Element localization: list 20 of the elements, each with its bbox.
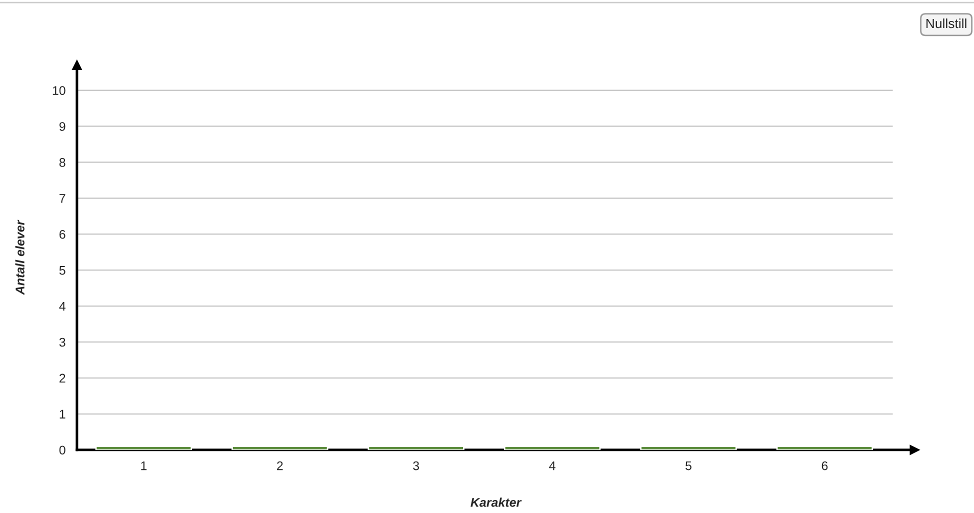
y-tick-label: 10 xyxy=(52,86,66,95)
y-tick-label: 8 xyxy=(59,158,66,167)
x-tick-label: 6 xyxy=(822,461,828,470)
text: Nullstill xyxy=(926,18,966,28)
y-tick-label: 0 xyxy=(59,446,66,455)
y-tick-label: 7 xyxy=(60,194,66,203)
y-tick-label: 3 xyxy=(59,338,66,347)
x-tick-label: 4 xyxy=(549,461,556,470)
x-tick-label: 5 xyxy=(686,461,692,470)
y-tick-label: 9 xyxy=(59,122,66,131)
x-tick-label: 2 xyxy=(277,461,283,470)
x-axis-title: Karakter xyxy=(470,498,522,507)
x-tick-label: 1 xyxy=(141,461,147,470)
x-tick-label: 3 xyxy=(413,461,420,470)
y-tick-label: 2 xyxy=(60,374,66,383)
y-axis-title: Antall elever xyxy=(15,220,24,295)
y-tick-label: 1 xyxy=(60,410,66,418)
y-tick-label: 4 xyxy=(59,302,66,311)
y-tick-label: 6 xyxy=(60,230,66,239)
y-tick-label: 5 xyxy=(59,266,66,275)
